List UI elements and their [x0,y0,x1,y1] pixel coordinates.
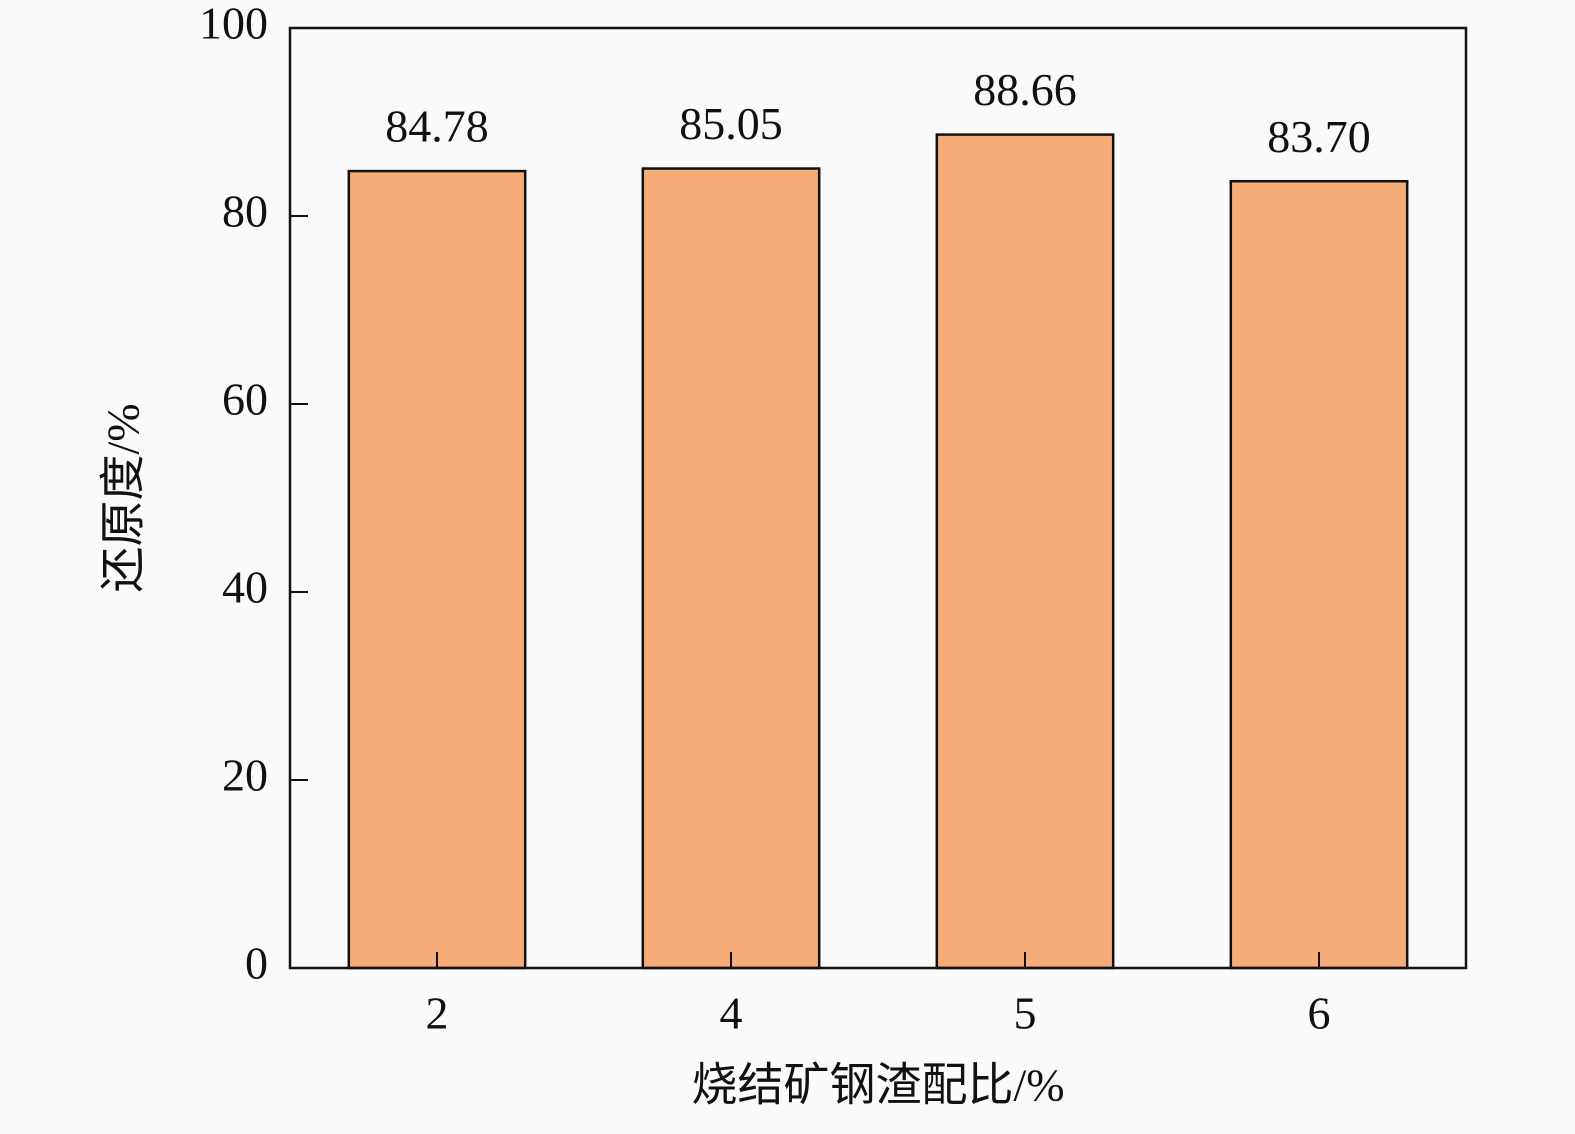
bar [935,133,1115,970]
y-tick-label: 100 [199,0,268,49]
y-tick-label: 80 [222,186,268,237]
y-tick-label: 0 [245,938,268,989]
x-tick-label: 5 [1014,988,1037,1039]
bar [641,167,821,970]
y-tick-label: 60 [222,374,268,425]
value-label: 88.66 [973,64,1077,115]
y-tick-label: 40 [222,562,268,613]
x-axis-label: 烧结矿钢渣配比/% [691,1060,1064,1111]
value-label: 84.78 [385,101,489,152]
bar [1229,179,1409,970]
plot-frame [288,26,1468,970]
bar [347,169,527,970]
x-tick-label: 6 [1308,988,1331,1039]
y-axis-label: 还原度/% [98,403,149,592]
value-label: 83.70 [1267,111,1371,162]
y-tick-label: 20 [222,750,268,801]
x-tick-label: 4 [720,988,743,1039]
x-tick-label: 2 [426,988,449,1039]
value-label: 85.05 [679,98,783,149]
